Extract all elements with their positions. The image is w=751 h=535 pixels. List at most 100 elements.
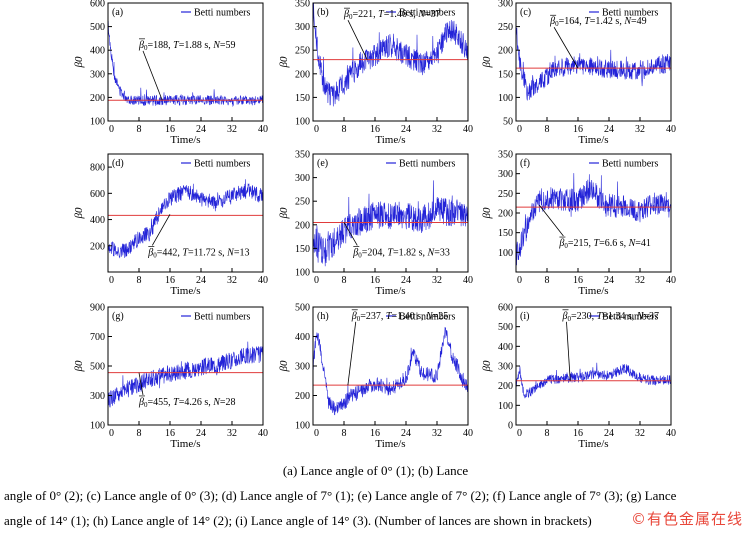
- y-tick-label: 400: [498, 342, 513, 353]
- panel-label: (e): [317, 158, 328, 169]
- y-tick-label: 0: [508, 421, 513, 432]
- x-tick-label: 32: [635, 275, 645, 286]
- y-axis-label: β0: [278, 207, 290, 219]
- x-tick-label: 32: [635, 428, 645, 439]
- x-tick-label: 40: [666, 124, 676, 135]
- annotation-arrow: [138, 372, 144, 396]
- panel-label: (d): [112, 158, 124, 169]
- x-tick-label: 0: [314, 124, 319, 135]
- x-tick-label: 40: [463, 428, 473, 439]
- x-tick-label: 8: [545, 428, 550, 439]
- x-tick-label: 8: [342, 275, 347, 286]
- y-tick-label: 350: [295, 150, 310, 161]
- y-tick-label: 250: [498, 189, 513, 200]
- mean-annotation: β0=230, T=1.34 s, N=37: [562, 311, 660, 323]
- panel-label: (c): [520, 7, 531, 18]
- y-tick-label: 600: [90, 189, 105, 200]
- annotation-arrow: [538, 204, 564, 237]
- y-tick-label: 100: [90, 421, 105, 432]
- y-tick-label: 300: [295, 362, 310, 373]
- y-tick-label: 200: [498, 381, 513, 392]
- x-tick-label: 40: [666, 428, 676, 439]
- y-tick-label: 200: [295, 69, 310, 80]
- mean-annotation: β0=455, T=4.26 s, N=28: [138, 397, 236, 409]
- caption-line-2: angle of 0° (2); (c) Lance angle of 0° (…: [4, 488, 677, 503]
- x-tick-label: 32: [635, 124, 645, 135]
- annotation-arrow: [343, 222, 358, 246]
- x-tick-label: 16: [165, 275, 175, 286]
- panel-label: (f): [520, 158, 530, 169]
- legend-label: Betti numbers: [194, 312, 250, 323]
- caption-line-3: angle of 14° (1); (h) Lance angle of 14°…: [4, 513, 592, 528]
- y-tick-label: 400: [90, 46, 105, 57]
- y-axis-label: β0: [73, 56, 85, 68]
- y-tick-label: 100: [498, 401, 513, 412]
- x-tick-label: 24: [196, 124, 206, 135]
- panel-label: (g): [112, 311, 124, 322]
- x-tick-label: 8: [342, 428, 347, 439]
- x-tick-label: 16: [573, 428, 583, 439]
- x-axis-label: Time/s: [170, 134, 200, 146]
- panel-label: (b): [317, 7, 329, 18]
- caption-line-1: (a) Lance angle of 0° (1); (b) Lance: [282, 463, 469, 478]
- x-tick-label: 16: [370, 275, 380, 286]
- chart-panel-b: 100 150 200 250 300 350 8 16 24 32 40 0 Time/s β0 (b) B…: [278, 0, 473, 146]
- y-tick-label: 300: [498, 362, 513, 373]
- betti-series-line: [515, 173, 672, 267]
- y-tick-label: 150: [498, 69, 513, 80]
- x-tick-label: 24: [196, 275, 206, 286]
- y-axis-label: β0: [481, 56, 493, 68]
- x-tick-label: 16: [165, 428, 175, 439]
- x-tick-label: 40: [463, 124, 473, 135]
- y-tick-label: 500: [90, 362, 105, 373]
- x-tick-label: 32: [432, 428, 442, 439]
- y-tick-label: 500: [295, 303, 310, 314]
- x-axis-label: Time/s: [578, 438, 608, 450]
- x-tick-label: 0: [109, 275, 114, 286]
- mean-annotation: β0=164, T=1.42 s, N=49: [549, 16, 647, 28]
- y-tick-label: 50: [503, 117, 513, 128]
- plot-frame: [312, 153, 469, 273]
- x-axis-label: Time/s: [578, 134, 608, 146]
- betti-series-line: [312, 180, 469, 267]
- x-tick-label: 0: [314, 275, 319, 286]
- watermark: ©有色金属在线: [630, 510, 743, 528]
- y-tick-label: 900: [90, 303, 105, 314]
- y-tick-label: 100: [90, 117, 105, 128]
- annotation-arrow: [347, 19, 368, 60]
- y-tick-label: 150: [295, 244, 310, 255]
- x-tick-label: 8: [137, 275, 142, 286]
- x-tick-label: 8: [137, 428, 142, 439]
- x-tick-label: 8: [545, 275, 550, 286]
- betti-series-line: [107, 19, 264, 108]
- x-tick-label: 16: [573, 124, 583, 135]
- y-tick-label: 350: [498, 150, 513, 161]
- y-tick-label: 350: [295, 0, 310, 10]
- x-tick-label: 0: [109, 428, 114, 439]
- legend-label: Betti numbers: [602, 159, 658, 170]
- plot-frame: [515, 2, 672, 122]
- x-axis-label: Time/s: [375, 285, 405, 297]
- chart-panel-g: 100 300 500 700 900 8 16 24 32 40 0 Time/s β0 (g) Bett…: [73, 303, 268, 451]
- x-tick-label: 24: [604, 428, 614, 439]
- x-tick-label: 24: [401, 275, 411, 286]
- betti-series-line: [107, 341, 264, 408]
- x-tick-label: 40: [258, 124, 268, 135]
- panel-label: (a): [112, 7, 123, 18]
- x-tick-label: 24: [604, 275, 614, 286]
- betti-series-line: [515, 27, 672, 101]
- x-axis-label: Time/s: [170, 438, 200, 450]
- x-tick-label: 0: [314, 428, 319, 439]
- annotation-arrow: [151, 214, 171, 246]
- plot-frame: [107, 153, 264, 273]
- plot-frame: [515, 306, 672, 426]
- y-tick-label: 100: [498, 93, 513, 104]
- plot-frame: [107, 2, 264, 122]
- annotation-arrow: [347, 321, 357, 386]
- annotation-arrow: [566, 321, 571, 381]
- y-tick-label: 500: [498, 322, 513, 333]
- panel-label: (h): [317, 311, 329, 322]
- y-tick-label: 300: [295, 22, 310, 33]
